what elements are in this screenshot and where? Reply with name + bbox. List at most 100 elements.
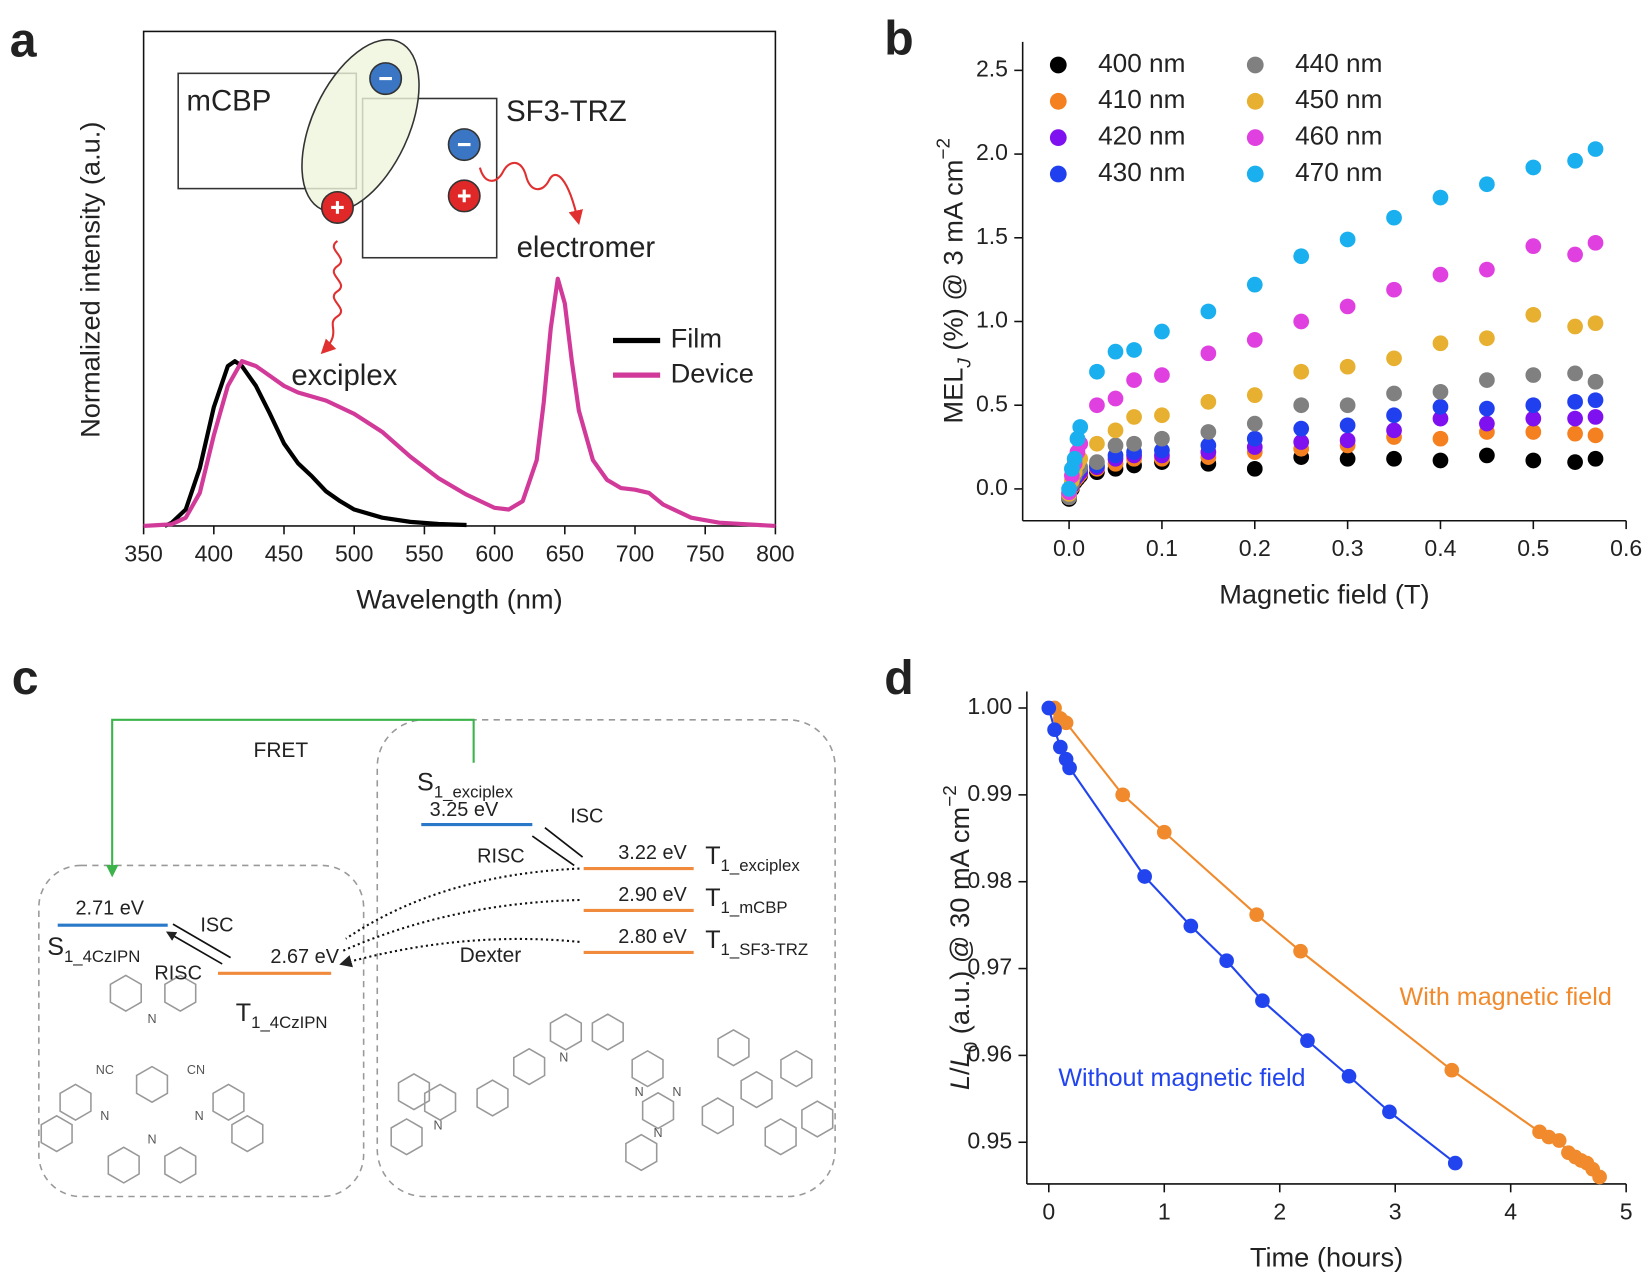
y-tick-label: 0.98 [967, 867, 1012, 893]
dashed-box [38, 864, 365, 1198]
molecule [40, 974, 834, 1184]
legend-label: 470 nm [1295, 157, 1382, 187]
x-tick-label: 400 [195, 540, 233, 566]
spectrum-line [163, 359, 467, 528]
ring [390, 1118, 423, 1156]
y-tick-label: 0.5 [976, 390, 1008, 416]
ring [512, 1047, 546, 1086]
legend-label: 400 nm [1098, 48, 1185, 78]
label-part: (a.u.) @ 30 mA cm [944, 807, 975, 1042]
point [1293, 313, 1310, 330]
point [1339, 397, 1356, 414]
point [1107, 390, 1124, 407]
point [1107, 437, 1124, 454]
atom-label: N [433, 1119, 442, 1133]
label-part: (%) @ 3 mA cm [938, 160, 969, 359]
ring [631, 1049, 664, 1088]
ring [476, 1079, 509, 1117]
rich-label: L/L0 (a.u.) @ 30 mA cm−2 [939, 785, 981, 1090]
label-part: L [944, 1052, 975, 1067]
y-tick-label: 2.5 [976, 55, 1008, 81]
x-tick-label: 4 [1504, 1198, 1517, 1224]
point [1069, 430, 1086, 447]
point [1053, 739, 1068, 755]
x-tick-label: 650 [546, 540, 584, 566]
legend-marker [1246, 165, 1264, 183]
point [1089, 363, 1105, 380]
point [1525, 238, 1542, 255]
point [1107, 343, 1124, 360]
point [1525, 410, 1542, 427]
point [1432, 410, 1449, 427]
point [1200, 394, 1217, 410]
point [1154, 407, 1170, 424]
ring [764, 1118, 797, 1156]
ring [40, 1114, 73, 1153]
atom-label: N [100, 1109, 109, 1123]
point [1479, 372, 1495, 388]
point [1183, 918, 1199, 934]
dexter-label: Dexter [460, 944, 522, 967]
point [1447, 1155, 1463, 1171]
ring [780, 1049, 813, 1088]
y-axis-label: Normalized intensity (a.u.) [74, 122, 105, 438]
point [1386, 350, 1402, 367]
point [1479, 447, 1495, 464]
label-part: S [417, 768, 434, 796]
fret-arrow [105, 718, 475, 878]
x-tick-label: 350 [124, 540, 162, 566]
x-tick-label: 1 [1158, 1198, 1171, 1224]
point [1339, 358, 1356, 375]
inset-schematic [177, 38, 583, 355]
dashed-box [376, 719, 836, 1198]
atom-label: N [672, 1085, 681, 1099]
point [1444, 1062, 1460, 1078]
point [1200, 345, 1217, 362]
label-part: −2 [933, 138, 954, 159]
point [1479, 261, 1495, 278]
y-tick-label: 2.0 [976, 139, 1008, 165]
point [1382, 1104, 1397, 1120]
ring [107, 1146, 140, 1184]
x-axis-label: Magnetic field (T) [1219, 578, 1429, 609]
x-tick-label: 0.5 [1517, 535, 1549, 561]
point [1154, 430, 1170, 447]
point [1154, 442, 1170, 459]
point [1137, 869, 1152, 884]
point [1200, 424, 1217, 440]
legend-label: 450 nm [1295, 84, 1382, 114]
ring [135, 1065, 169, 1104]
exciplex-ellipse [301, 38, 420, 213]
y-tick-label: 0.0 [976, 474, 1008, 500]
label-part: 1_SF3-TRZ [721, 940, 809, 959]
label-part: 1_mCBP [721, 898, 788, 917]
ring [59, 1083, 92, 1121]
fit-line [1053, 707, 1601, 1178]
ring [164, 974, 197, 1012]
point [1525, 306, 1542, 323]
legend-marker [1246, 92, 1264, 110]
point [1293, 248, 1310, 265]
atom-label: N [195, 1109, 204, 1123]
point [1219, 953, 1234, 969]
point [1126, 409, 1142, 425]
point [1525, 367, 1542, 383]
point [1107, 422, 1124, 439]
point [1587, 141, 1604, 157]
label-part: J [954, 358, 975, 369]
y-tick-label: 0.95 [967, 1127, 1012, 1153]
point [1089, 397, 1105, 414]
panel-label: a [10, 14, 38, 68]
x-tick-label: 0.6 [1610, 535, 1642, 561]
point [1341, 1068, 1357, 1084]
label-part: 1_4CzIPN [64, 947, 140, 966]
legend-label: Film [671, 323, 722, 354]
fit-line [1047, 707, 1456, 1164]
x-tick-label: 0.3 [1332, 535, 1364, 561]
x-tick-label: 3 [1389, 1198, 1402, 1224]
point [1066, 450, 1083, 467]
ring [740, 1070, 773, 1109]
label-part: T [236, 999, 251, 1027]
x-tick-label: 800 [756, 540, 794, 566]
